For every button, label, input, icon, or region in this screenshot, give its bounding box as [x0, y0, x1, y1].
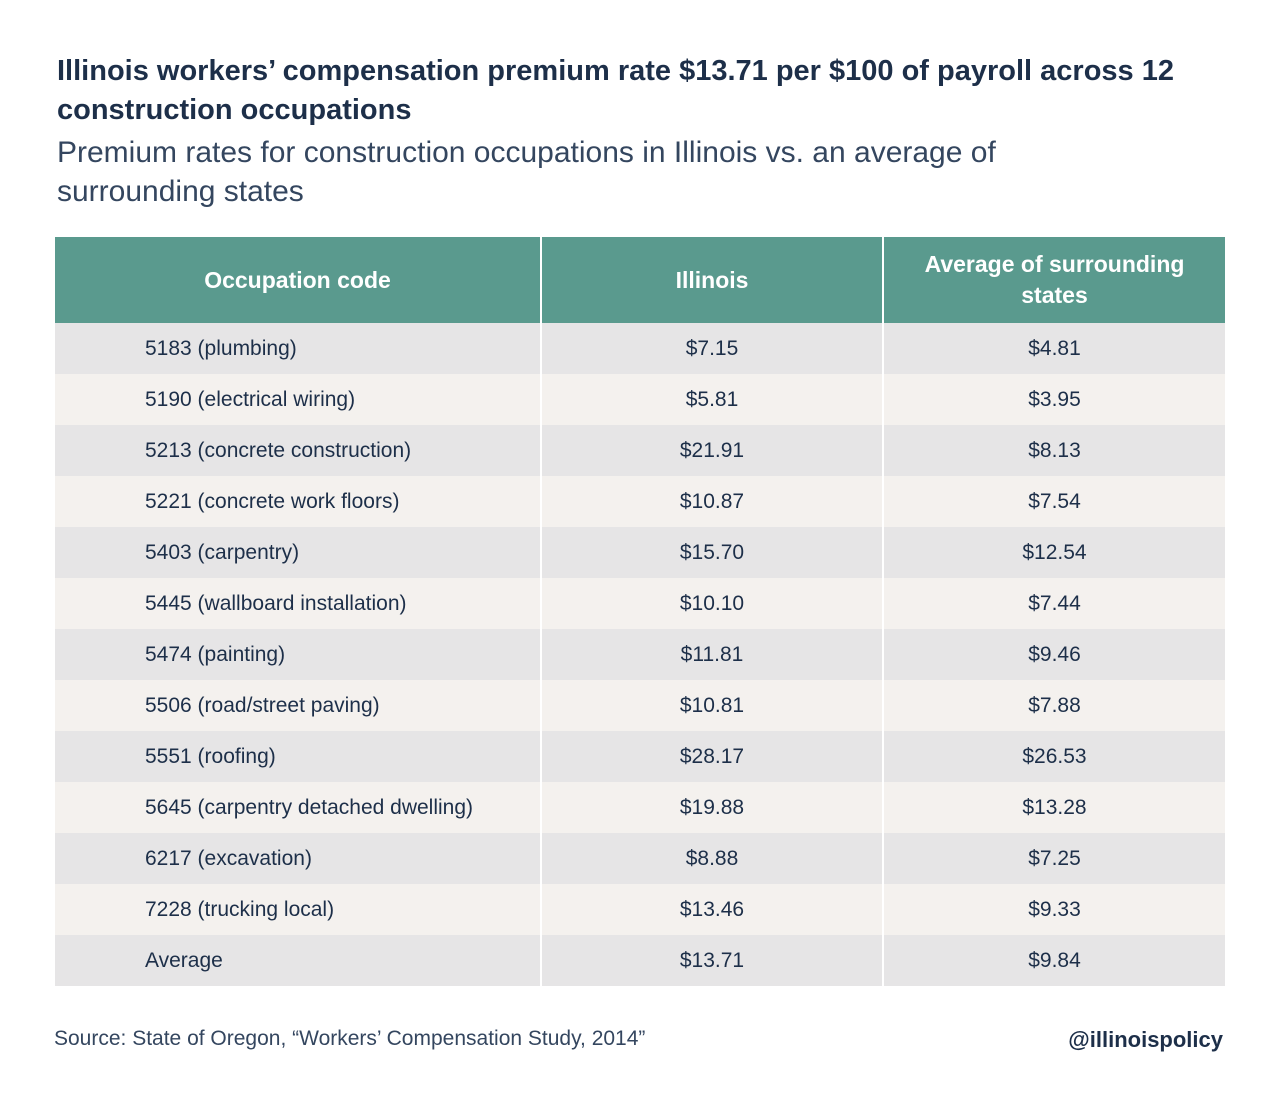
occupation-cell: 5221 (concrete work floors)	[55, 476, 541, 527]
surrounding-rate-cell: $7.44	[882, 578, 1225, 629]
illinois-rate-cell: $13.71	[540, 935, 883, 986]
surrounding-rate-cell: $26.53	[882, 731, 1225, 782]
illinois-rate-cell: $28.17	[540, 731, 883, 782]
table-row: 7228 (trucking local) $13.46 $9.33	[55, 884, 1225, 935]
table-row: 6217 (excavation) $8.88 $7.25	[55, 833, 1225, 884]
occupation-cell: 5190 (electrical wiring)	[55, 374, 541, 425]
chart-subtitle: Premium rates for construction occupatio…	[57, 136, 996, 208]
occupation-cell: 5645 (carpentry detached dwelling)	[55, 782, 541, 833]
rates-table: Occupation code Illinois Average of surr…	[55, 237, 1225, 986]
illinois-rate-cell: $13.46	[540, 884, 883, 935]
table-header-row: Occupation code Illinois Average of surr…	[55, 237, 1225, 323]
table-row: 5221 (concrete work floors) $10.87 $7.54	[55, 476, 1225, 527]
column-header-surrounding: Average of surrounding states	[882, 237, 1225, 323]
occupation-cell: 5403 (carpentry)	[55, 527, 541, 578]
surrounding-rate-cell: $3.95	[882, 374, 1225, 425]
surrounding-rate-cell: $7.88	[882, 680, 1225, 731]
illinois-rate-cell: $15.70	[540, 527, 883, 578]
table-row: 5445 (wallboard installation) $10.10 $7.44	[55, 578, 1225, 629]
table-row: Average $13.71 $9.84	[55, 935, 1225, 986]
table-row: 5403 (carpentry) $15.70 $12.54	[55, 527, 1225, 578]
illinois-rate-cell: $5.81	[540, 374, 883, 425]
surrounding-rate-cell: $13.28	[882, 782, 1225, 833]
table-row: 5213 (concrete construction) $21.91 $8.13	[55, 425, 1225, 476]
illinois-rate-cell: $19.88	[540, 782, 883, 833]
occupation-cell: 5213 (concrete construction)	[55, 425, 541, 476]
surrounding-rate-cell: $12.54	[882, 527, 1225, 578]
surrounding-rate-cell: $9.84	[882, 935, 1225, 986]
occupation-cell: 5183 (plumbing)	[55, 323, 541, 374]
illinois-rate-cell: $8.88	[540, 833, 883, 884]
source-note: Source: State of Oregon, “Workers’ Compe…	[54, 1027, 646, 1050]
table-row: 5506 (road/street paving) $10.81 $7.88	[55, 680, 1225, 731]
illinois-rate-cell: $21.91	[540, 425, 883, 476]
occupation-cell: 7228 (trucking local)	[55, 884, 541, 935]
column-header-occupation: Occupation code	[55, 237, 541, 323]
surrounding-rate-cell: $9.33	[882, 884, 1225, 935]
occupation-cell: Average	[55, 935, 541, 986]
table-row: 5190 (electrical wiring) $5.81 $3.95	[55, 374, 1225, 425]
occupation-cell: 5506 (road/street paving)	[55, 680, 541, 731]
table-row: 5474 (painting) $11.81 $9.46	[55, 629, 1225, 680]
column-header-illinois: Illinois	[540, 237, 883, 323]
occupation-cell: 5474 (painting)	[55, 629, 541, 680]
surrounding-rate-cell: $9.46	[882, 629, 1225, 680]
illinois-rate-cell: $10.87	[540, 476, 883, 527]
occupation-cell: 5551 (roofing)	[55, 731, 541, 782]
table-row: 5645 (carpentry detached dwelling) $19.88…	[55, 782, 1225, 833]
credit-handle: @illinoispolicy	[1068, 1027, 1223, 1052]
table-row: 5183 (plumbing) $7.15 $4.81	[55, 323, 1225, 374]
illinois-rate-cell: $10.10	[540, 578, 883, 629]
occupation-cell: 5445 (wallboard installation)	[55, 578, 541, 629]
surrounding-rate-cell: $8.13	[882, 425, 1225, 476]
occupation-cell: 6217 (excavation)	[55, 833, 541, 884]
table-row: 5551 (roofing) $28.17 $26.53	[55, 731, 1225, 782]
illinois-rate-cell: $7.15	[540, 323, 883, 374]
illinois-rate-cell: $11.81	[540, 629, 883, 680]
surrounding-rate-cell: $7.54	[882, 476, 1225, 527]
surrounding-rate-cell: $4.81	[882, 323, 1225, 374]
chart-title: Illinois workers’ compensation premium r…	[57, 55, 1174, 126]
surrounding-rate-cell: $7.25	[882, 833, 1225, 884]
illinois-rate-cell: $10.81	[540, 680, 883, 731]
